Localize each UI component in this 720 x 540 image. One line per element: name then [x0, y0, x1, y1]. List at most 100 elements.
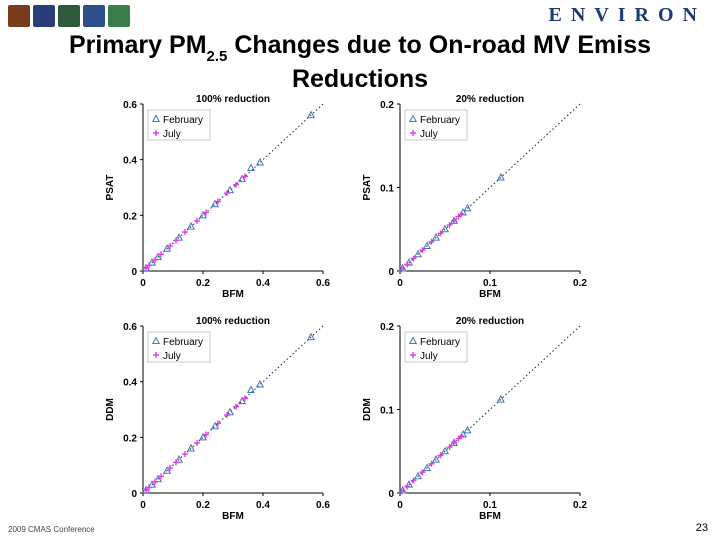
y-tick-label: 0.2 [123, 211, 137, 222]
data-point-july [143, 265, 149, 272]
legend-label-february: February [163, 115, 203, 126]
data-point-february [422, 241, 432, 249]
title-part2: Changes due to On-road MV Emiss [227, 31, 652, 59]
legend-marker-july [410, 130, 416, 136]
data-point-july [203, 209, 209, 216]
data-point-february [255, 379, 265, 388]
x-tick-label: 0.4 [256, 500, 270, 511]
data-point-july [158, 251, 164, 258]
one-to-one-line [399, 325, 581, 494]
legend-box [404, 109, 468, 141]
x-tick-label: 0.1 [483, 278, 497, 289]
y-tick-label: 0.1 [380, 406, 394, 417]
data-point-february [440, 224, 450, 233]
legend-box [147, 109, 211, 141]
logo-strip [8, 5, 130, 27]
data-point-february [246, 385, 256, 394]
data-point-february [496, 172, 505, 181]
y-tick-label: 0.2 [380, 100, 394, 111]
chart-title: 20% reduction [456, 316, 524, 327]
data-point-february [496, 394, 505, 403]
data-point-july [410, 477, 417, 484]
legend-box [404, 331, 468, 363]
legend-box [147, 331, 211, 363]
legend-label-february: February [163, 337, 203, 348]
legend-label-july: July [420, 129, 438, 140]
x-axis-label: BFM [222, 511, 244, 522]
data-point-july [203, 431, 209, 438]
data-point-july [194, 217, 200, 224]
data-point-february [422, 463, 432, 471]
legend-label-july: July [163, 351, 181, 362]
y-tick-label: 0.6 [123, 322, 137, 333]
y-tick-label: 0.4 [123, 156, 137, 167]
x-tick-label: 0.2 [196, 278, 210, 289]
legend-label-february: February [420, 115, 460, 126]
data-point-july [146, 262, 152, 269]
legend-marker-february [151, 114, 161, 122]
y-tick-label: 0.1 [380, 184, 394, 195]
title-line2: Reductions [291, 65, 429, 93]
data-point-july [152, 256, 158, 263]
chart-title: 20% reduction [456, 94, 524, 105]
y-tick-label: 0.4 [123, 378, 137, 389]
x-axis-label: BFM [222, 289, 244, 300]
data-point-july [182, 451, 188, 458]
data-point-february [198, 432, 208, 441]
legend-label-february: February [420, 337, 460, 348]
legend-marker-february [408, 114, 418, 122]
data-point-july [410, 255, 417, 262]
x-tick-label: 0.6 [316, 278, 330, 289]
x-tick-label: 0 [140, 500, 146, 511]
legend-label-july: July [163, 129, 181, 140]
data-point-july [224, 412, 230, 419]
data-point-february [186, 443, 196, 452]
logo-3 [58, 5, 80, 27]
data-point-february [237, 174, 247, 183]
x-tick-label: 0 [397, 500, 403, 511]
brand-logo: ENVIRON [548, 4, 706, 26]
x-axis-label: BFM [479, 289, 501, 300]
legend-marker-july [153, 130, 159, 136]
data-point-july [173, 237, 179, 244]
x-tick-label: 0.1 [483, 500, 497, 511]
data-point-february [162, 466, 172, 474]
data-point-july [451, 217, 457, 224]
data-point-july [182, 229, 188, 236]
one-to-one-line [142, 103, 324, 272]
legend-marker-july [153, 352, 159, 358]
y-tick-label: 0.2 [380, 322, 394, 333]
chart-ddm-100: 100% reduction 0 0.2 0.4 0.6 0 0.2 0.4 0.6 BFM DDM… [95, 312, 345, 532]
one-to-one-line [399, 103, 581, 272]
data-point-july [224, 190, 230, 197]
y-tick-label: 0.2 [123, 433, 137, 444]
data-point-july [419, 469, 426, 476]
legend-label-july: July [420, 351, 438, 362]
data-point-july [194, 439, 200, 446]
logo-2 [33, 5, 55, 27]
data-point-july [167, 464, 173, 471]
x-axis-label: BFM [479, 511, 501, 522]
data-point-july [458, 433, 465, 440]
data-point-july [167, 242, 173, 249]
y-axis-label: PSAT [362, 175, 373, 201]
data-point-july [242, 395, 248, 402]
data-point-july [158, 473, 164, 480]
data-point-july [215, 420, 221, 427]
chart-title: 100% reduction [196, 94, 270, 105]
title-part1: Primary PM [68, 31, 207, 59]
chart-ddm-20: 20% reduction 0 0.1 0.2 0 0.1 0.2 BFM DDM Februar… [352, 312, 602, 532]
data-point-february [198, 210, 208, 219]
x-tick-label: 0 [397, 278, 403, 289]
data-point-july [446, 222, 453, 229]
data-point-february [246, 163, 256, 172]
data-point-february [255, 157, 265, 166]
x-tick-label: 0.4 [256, 278, 270, 289]
data-point-july [146, 484, 152, 491]
legend-marker-february [151, 336, 161, 344]
data-point-february [431, 455, 441, 463]
data-point-july [398, 266, 405, 273]
data-point-february [186, 221, 196, 230]
x-tick-label: 0.2 [196, 500, 210, 511]
legend-marker-february [408, 336, 418, 344]
